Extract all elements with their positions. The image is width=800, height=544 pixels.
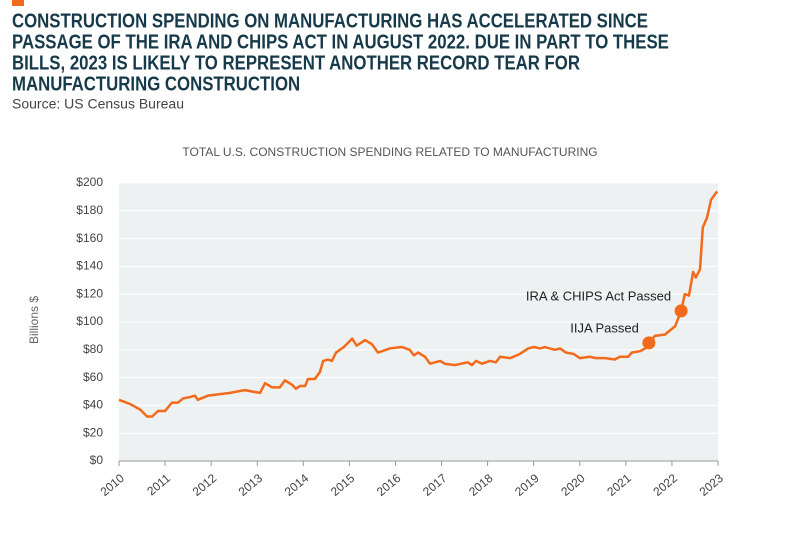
y-tick-label: $180 [76, 203, 103, 217]
title-line: PASSAGE OF THE IRA AND CHIPS ACT IN AUGU… [12, 30, 669, 53]
line [118, 190, 719, 418]
title-block: CONSTRUCTION SPENDING ON MANUFACTURING H… [12, 9, 669, 95]
y-tick-label: $0 [90, 453, 104, 467]
x-tick-label: 2017 [420, 471, 450, 499]
brand-mark [12, 0, 24, 6]
x-tick-label: 2010 [98, 471, 128, 499]
x-tick-label: 2018 [466, 471, 496, 499]
y-tick-label: $80 [83, 342, 103, 356]
title-line: CONSTRUCTION SPENDING ON MANUFACTURING H… [12, 9, 648, 32]
y-axis-label: Billions $ [27, 296, 41, 344]
x-tick-label: 2012 [190, 471, 220, 499]
x-tick-label: 2022 [650, 471, 680, 499]
y-tick-label: $20 [83, 425, 103, 439]
y-tick-label: $100 [76, 314, 103, 328]
x-tick-label: 2021 [604, 471, 634, 499]
annotation-dot [674, 304, 688, 318]
x-tick-label: 2014 [282, 471, 312, 499]
y-tick-label: $120 [76, 286, 103, 300]
annotation-label: IRA & CHIPS Act Passed [526, 288, 671, 303]
x-tick-label: 2016 [374, 471, 404, 499]
x-tick-label: 2019 [512, 471, 542, 499]
x-tick-label: 2020 [558, 471, 588, 499]
annotation-dot [642, 336, 656, 350]
y-tick-label: $60 [83, 370, 103, 384]
y-tick-label: $40 [83, 398, 103, 412]
x-tick-label: 2015 [328, 471, 358, 499]
annotation-label: IIJA Passed [570, 320, 639, 335]
x-tick-label: 2023 [697, 471, 727, 499]
y-tick-label: $140 [76, 259, 103, 273]
title-line: MANUFACTURING CONSTRUCTION [12, 72, 300, 95]
y-tick-label: $160 [76, 231, 103, 245]
source: Source: US Census Bureau [12, 96, 184, 112]
title-line: BILLS, 2023 IS LIKELY TO REPRESENT ANOTH… [12, 51, 580, 74]
x-tick-label: 2011 [144, 471, 173, 499]
y-tick-label: $200 [76, 175, 103, 189]
x-tick-label: 2013 [236, 471, 266, 499]
chart-title: TOTAL U.S. CONSTRUCTION SPENDING RELATED… [182, 145, 597, 159]
